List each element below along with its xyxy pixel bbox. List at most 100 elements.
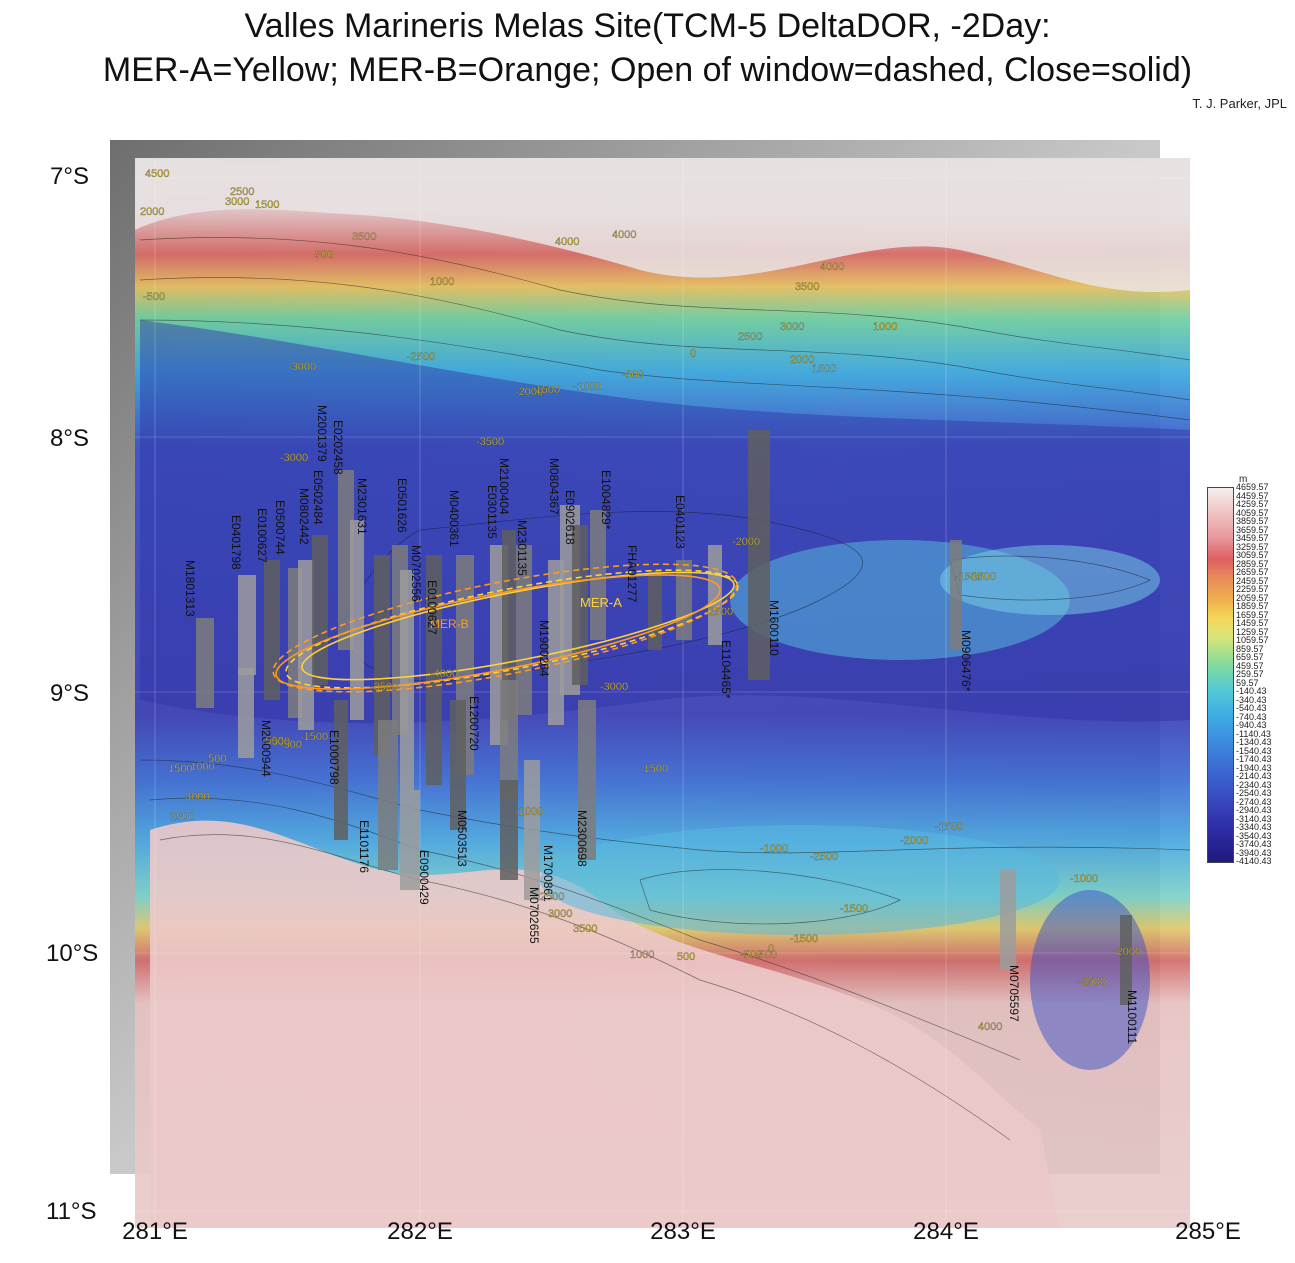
contour-label: -1000 <box>573 381 601 393</box>
colorbar-tick: -140.43 <box>1236 686 1267 696</box>
contour-label: 3000 <box>185 791 209 803</box>
colorbar-tick: 1459.57 <box>1236 618 1269 628</box>
contour-label: 4000 <box>612 229 636 241</box>
lon-label-282e: 282°E <box>387 1218 453 1245</box>
strip-label: M0906476* <box>959 630 973 692</box>
contour-label: 2500 <box>738 331 762 343</box>
strip-label: M0802442 <box>297 488 311 545</box>
contour-label: -1500 <box>640 763 668 775</box>
image-strip <box>238 668 254 758</box>
lon-label-281e: 281°E <box>122 1218 188 1245</box>
lat-label-11s: 11°S <box>46 1198 97 1225</box>
contour-label: 1000 <box>630 949 654 961</box>
image-strip <box>500 680 518 800</box>
image-strip <box>334 700 348 840</box>
contour-label: -4000 <box>430 668 458 680</box>
mer-a-close-ellipse <box>301 571 735 681</box>
colorbar-tick: 3859.57 <box>1236 516 1269 526</box>
contour-label: 500 <box>315 249 333 261</box>
strip-label: E0301135 <box>485 485 499 539</box>
strip-label: E0902618 <box>563 490 577 545</box>
image-strip <box>350 520 364 720</box>
contour-label: -1000 <box>1070 873 1098 885</box>
strip-label: E1104465* <box>719 640 733 699</box>
image-strip <box>500 780 518 880</box>
lon-label-284e: 284°E <box>913 1218 979 1245</box>
credit-text: T. J. Parker, JPL <box>1192 96 1287 111</box>
image-strip <box>648 570 662 650</box>
contour-label: -2000 <box>515 386 543 398</box>
strip-label: E1004829* <box>599 470 613 530</box>
contour-label: -2500 <box>810 851 838 863</box>
image-strip <box>548 560 564 725</box>
contour-label: 3000 <box>548 908 572 920</box>
contour-label: -3000 <box>600 681 628 693</box>
colorbar-labels: 4659.57 4459.57 4259.57 4059.57 3859.57 3659.… <box>1236 482 1294 866</box>
image-strip <box>264 560 280 700</box>
colorbar-tick: 1859.57 <box>1236 601 1269 611</box>
colorbar-tick: -3340.43 <box>1236 822 1272 832</box>
colorbar-tick: -2540.43 <box>1236 788 1272 798</box>
image-strip <box>578 700 596 860</box>
colorbar-tick: 4659.57 <box>1236 482 1269 492</box>
contour-label: -3500 <box>370 681 398 693</box>
colorbar-tick: -340.43 <box>1236 694 1267 705</box>
colorbar-tick: -1740.43 <box>1236 754 1272 764</box>
contour-label: -3000 <box>280 452 308 464</box>
colorbar-unit: m <box>1239 474 1248 485</box>
strip-label: E0202458 <box>331 420 345 475</box>
colorbar-tick: 1259.57 <box>1236 626 1269 637</box>
colorbar-tick: -1340.43 <box>1236 737 1272 747</box>
image-strip <box>748 430 770 680</box>
contour-label: -1500 <box>532 384 560 396</box>
strip-label: E0501626 <box>395 478 409 533</box>
colorbar-tick: 259.57 <box>1236 669 1264 679</box>
strip-label: M0804367 <box>547 458 561 515</box>
strip-label: M2301135 <box>515 520 529 576</box>
colorbar-tick: -4140.43 <box>1236 856 1272 866</box>
contour-label: 2000 <box>790 354 814 366</box>
colorbar-tick: -1540.43 <box>1236 745 1272 756</box>
image-strip <box>400 790 420 890</box>
image-strips <box>196 430 1132 1005</box>
colorbar-tick: -940.43 <box>1236 720 1267 730</box>
contour-label: 4000 <box>820 261 844 273</box>
contour-label: 3000 <box>225 196 249 208</box>
basin-south <box>540 825 1060 935</box>
lat-label-9s: 9°S <box>50 680 89 707</box>
contour-label: 1000 <box>430 276 454 288</box>
contour-label: 4000 <box>555 236 579 248</box>
image-strip <box>572 525 588 685</box>
title-line-1: Valles Marineris Melas Site(TCM-5 DeltaD… <box>244 7 1051 45</box>
north-plateau <box>135 158 1190 292</box>
contour-label: -2500 <box>1078 976 1106 988</box>
contour-label: 2500 <box>540 891 564 903</box>
colorbar-tick: 59.57 <box>1236 677 1259 688</box>
lon-label-285e: 285°E <box>1175 1218 1241 1245</box>
contour-label: 2000 <box>140 206 164 218</box>
contour-label: -1000 <box>515 806 543 818</box>
image-strip <box>1000 870 1016 970</box>
contour-label: 1500 <box>255 199 279 211</box>
image-strip <box>1120 915 1132 1005</box>
landing-ellipses <box>272 563 739 693</box>
strip-label: E0401798 <box>229 515 243 570</box>
strip-labels: M1801313 E0401798 E0100627 E0500744 M0802442… <box>183 405 1139 1044</box>
colorbar-tick: -3540.43 <box>1236 830 1272 841</box>
contour-label: 0 <box>690 348 696 360</box>
contour-label: -1500 <box>955 571 983 583</box>
contour-label: -1500 <box>968 571 996 583</box>
contour-label: -1500 <box>935 821 963 833</box>
contour-label: -500 <box>280 739 302 751</box>
strip-label: M0705597 <box>1007 965 1021 1022</box>
contour-label: -500 <box>622 369 644 381</box>
strip-label: E0500744 <box>273 500 287 555</box>
contour-label: 3500 <box>352 231 376 243</box>
colorbar-tick: -3740.43 <box>1236 839 1272 849</box>
colorbar-tick: 1059.57 <box>1236 635 1269 645</box>
image-strip <box>312 535 328 685</box>
contour-label: -2500 <box>705 606 733 618</box>
strip-label: M2000944 <box>259 720 273 777</box>
contour-label: -1000 <box>760 843 788 855</box>
